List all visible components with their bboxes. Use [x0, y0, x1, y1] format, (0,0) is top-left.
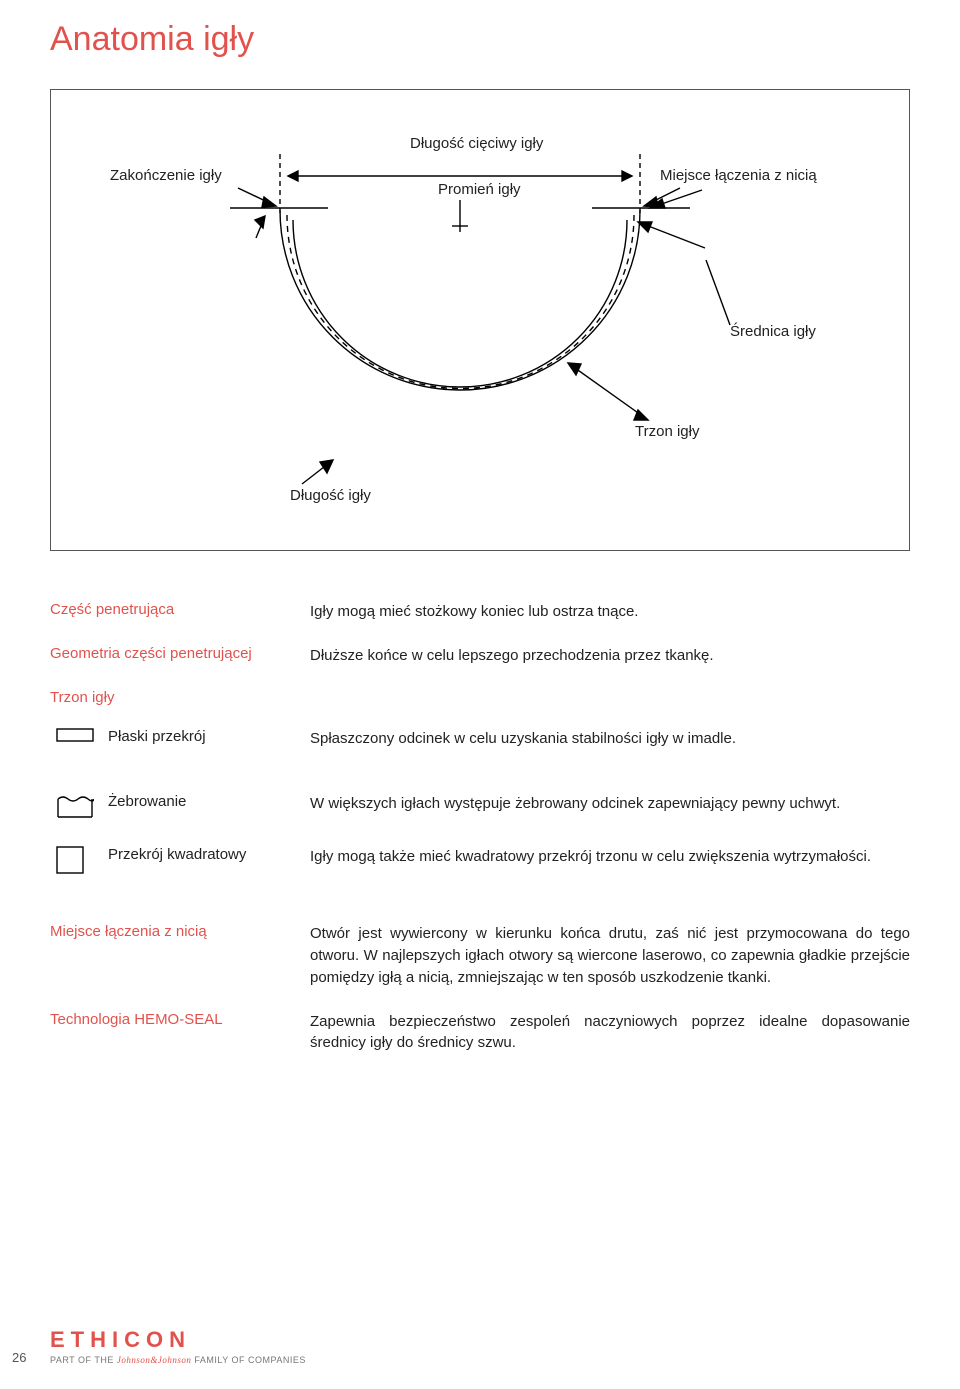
label-body: Trzon igły: [635, 423, 700, 440]
label-chord-length: Długość cięciwy igły: [410, 135, 544, 152]
text-square-cross: Igły mogą także mieć kwadratowy przekrój…: [310, 846, 910, 868]
logo-main: ETHICON: [50, 1327, 910, 1353]
ribbed-icon: [56, 793, 96, 824]
label-thread-junction: Miejsce łączenia z nicią: [660, 167, 817, 184]
flat-rect-icon: [56, 728, 96, 747]
text-ribbing: W większych igłach występuje żebrowany o…: [310, 793, 910, 815]
label-end-of-needle: Zakończenie igły: [110, 167, 222, 184]
def-hemoseal: Technologia HEMO-SEAL Zapewnia bezpiecze…: [50, 1011, 910, 1055]
square-icon: [56, 846, 96, 879]
label-body-heading: Trzon igły: [50, 689, 114, 706]
logo-subtitle: PART OF THE Johnson&Johnson FAMILY OF CO…: [50, 1355, 910, 1365]
def-flat-cross: Płaski przekrój Spłaszczony odcinek w ce…: [50, 728, 910, 750]
def-ribbing: Żebrowanie W większych igłach występuje …: [50, 793, 910, 824]
label-square-cross: Przekrój kwadratowy: [108, 846, 246, 863]
label-diameter: Średnica igły: [730, 322, 816, 340]
label-penetrating-geometry: Geometria części penetrującej: [50, 645, 252, 662]
text-flat-cross: Spłaszczony odcinek w celu uzyskania sta…: [310, 728, 910, 750]
text-penetrating-geometry: Dłuższe końce w celu lepszego przechodze…: [310, 645, 910, 667]
logo-sub-script: Johnson&Johnson: [117, 1355, 192, 1365]
page-number: 26: [12, 1350, 26, 1365]
text-penetrating-part: Igły mogą mieć stożkowy koniec lub ostrz…: [310, 601, 910, 623]
label-radius: Promień igły: [438, 181, 521, 198]
label-flat-cross: Płaski przekrój: [108, 728, 206, 745]
def-thread-junction: Miejsce łączenia z nicią Otwór jest wywi…: [50, 923, 910, 988]
needle-anatomy-diagram: Zakończenie igły Długość cięciwy igły Pr…: [90, 120, 870, 520]
needle-diagram-frame: Zakończenie igły Długość cięciwy igły Pr…: [50, 89, 910, 551]
def-penetrating-geometry: Geometria części penetrującej Dłuższe ko…: [50, 645, 910, 667]
label-penetrating-part: Część penetrująca: [50, 601, 174, 618]
label-needle-length: Długość igły: [290, 487, 371, 504]
definitions-section: Część penetrująca Igły mogą mieć stożkow…: [50, 601, 910, 1054]
label-hemoseal: Technologia HEMO-SEAL: [50, 1011, 223, 1028]
logo-sub-prefix: PART OF THE: [50, 1355, 117, 1365]
footer: ETHICON PART OF THE Johnson&Johnson FAMI…: [50, 1327, 910, 1365]
label-thread-junction: Miejsce łączenia z nicią: [50, 923, 207, 940]
def-body-heading: Trzon igły: [50, 689, 910, 706]
label-ribbing: Żebrowanie: [108, 793, 186, 810]
text-thread-junction: Otwór jest wywiercony w kierunku końca d…: [310, 923, 910, 988]
def-square-cross: Przekrój kwadratowy Igły mogą także mieć…: [50, 846, 910, 879]
def-penetrating-part: Część penetrująca Igły mogą mieć stożkow…: [50, 601, 910, 623]
page-title: Anatomia igły: [50, 20, 910, 59]
logo-sub-suffix: FAMILY OF COMPANIES: [191, 1355, 306, 1365]
text-hemoseal: Zapewnia bezpieczeństwo zespoleń naczyni…: [310, 1011, 910, 1055]
